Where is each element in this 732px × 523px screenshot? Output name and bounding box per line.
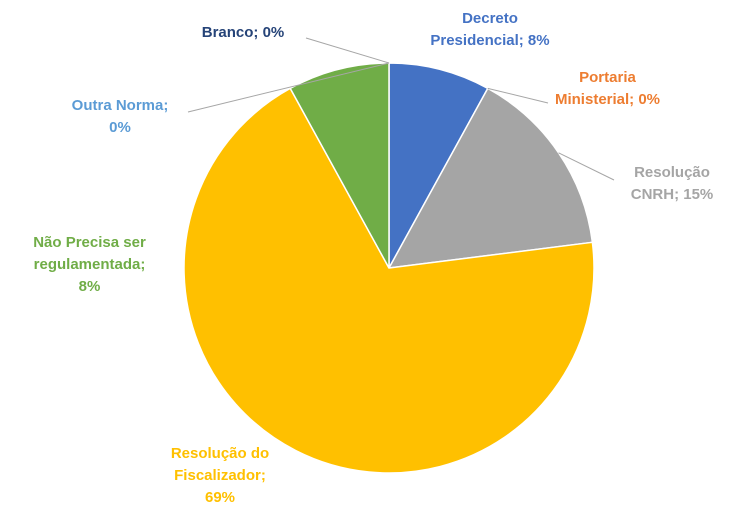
pie-slices: [183, 62, 595, 474]
label-line: 8%: [78, 278, 101, 295]
pie-slice-resolucao-do-fiscalizador: [183, 87, 595, 474]
label-line: Outra Norma;: [71, 97, 169, 114]
label-line: regulamentada;: [33, 256, 146, 273]
label-outra-norma: Outra Norma; 0%: [45, 95, 195, 139]
label-resolucao-cnrh: Resolução CNRH; 15%: [612, 162, 732, 206]
label-nao-precisa-ser-regulamentada: Não Precisa ser regulamentada; 8%: [2, 232, 177, 298]
label-line: 0%: [109, 119, 131, 136]
leader-line: [305, 37, 390, 64]
pie-slice-resolucao-cnrh: [387, 87, 594, 269]
leader-line: [187, 62, 390, 113]
label-line: Resolução: [634, 164, 710, 181]
label-line: Presidencial; 8%: [430, 32, 550, 49]
leader-line: [558, 152, 615, 181]
label-line: Ministerial; 0%: [554, 91, 661, 108]
label-line: Decreto: [462, 10, 518, 27]
label-portaria-ministerial: Portaria Ministerial; 0%: [535, 67, 680, 111]
label-branco: Branco; 0%: [178, 22, 308, 44]
leader-lines: [187, 37, 615, 181]
label-decreto-presidencial: Decreto Presidencial; 8%: [410, 8, 570, 52]
pie-slice-decreto-presidencial: [388, 62, 489, 269]
label-line: Resolução do: [170, 445, 270, 462]
label-line: Portaria: [579, 69, 636, 86]
label-line: CNRH; 15%: [630, 186, 714, 203]
label-resolucao-do-fiscalizador: Resolução do Fiscalizador; 69%: [140, 443, 300, 509]
label-line: Não Precisa ser: [33, 234, 146, 251]
label-line: Fiscalizador;: [174, 467, 266, 484]
label-line: Branco; 0%: [201, 24, 285, 41]
leader-line: [487, 87, 549, 104]
label-line: 69%: [204, 489, 236, 506]
